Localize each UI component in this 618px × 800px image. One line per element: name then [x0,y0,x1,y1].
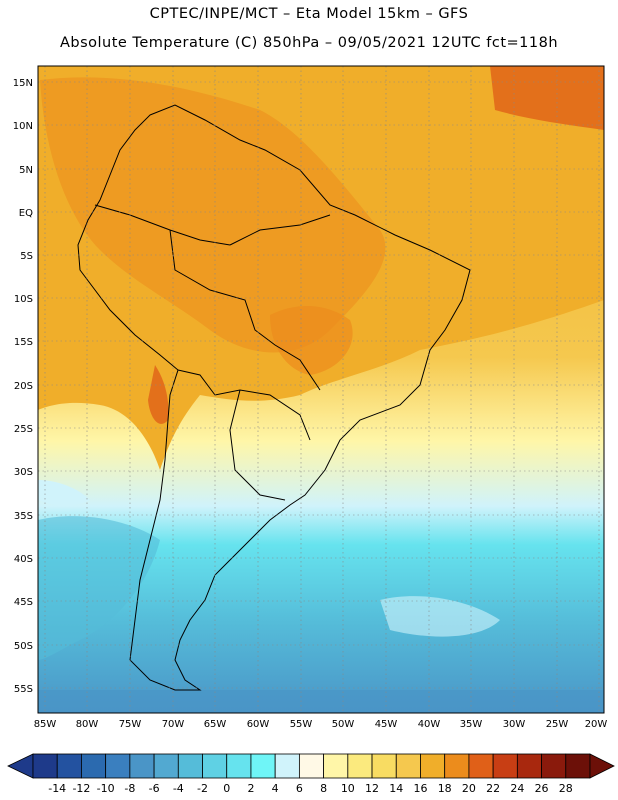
lat-label: 15N [13,78,33,89]
lat-label: 55S [14,684,33,695]
colorbar-label: 4 [272,782,279,795]
colorbar-swatch [444,753,470,779]
colorbar-label: 16 [413,782,427,795]
colorbar-label: -12 [72,782,90,795]
colorbar-swatch [32,753,58,779]
colorbar-swatch [492,753,518,779]
lat-label: 5N [19,165,33,176]
lon-label: 65W [204,719,227,730]
map-frame [37,65,605,714]
colorbar-label: -2 [197,782,208,795]
lon-label: 40W [418,719,441,730]
colorbar-swatch [298,753,325,779]
lon-label: 80W [76,719,99,730]
lon-label: 20W [585,719,608,730]
coastline [77,104,471,691]
colorbar-swatch [323,753,349,779]
colorbar-label: 10 [341,782,355,795]
colorbar-swatch [274,753,300,779]
lat-label: 10S [14,294,33,305]
longitude-labels: 85W 80W 75W 70W 65W 60W 55W 50W 45W 40W … [34,719,608,730]
colorbar-swatch [129,753,155,779]
lat-label: 10N [13,121,33,132]
colorbar-swatch [105,753,131,779]
lat-label: 5S [20,251,33,262]
colorbar-label: -14 [48,782,66,795]
lat-label: 50S [14,641,33,652]
lon-label: 55W [290,719,313,730]
colorbar-label: 22 [486,782,500,795]
lat-label: 30S [14,467,33,478]
colorbar-swatch [371,753,397,779]
colorbar-label: 28 [559,782,573,795]
lon-label: 70W [162,719,185,730]
colorbar-swatch [541,753,567,779]
colorbar-label: 24 [510,782,524,795]
colorbar-swatch [226,753,252,779]
colorbar-label: 20 [462,782,476,795]
lat-label: 20S [14,381,33,392]
colorbar-labels: -14 -12 -10 -8 -6 -4 -2 0 2 4 6 8 10 12 14 16 18 20 22 24 26… [48,782,573,795]
lat-label: EQ [19,208,33,219]
temperature-field [38,66,604,713]
map-title-line-2: Absolute Temperature (C) 850hPa – 09/05/… [59,35,559,51]
colorbar-swatch [347,753,373,779]
lon-label: 25W [546,719,569,730]
colorbar-arrow-low [7,753,34,779]
colorbar-label: 26 [535,782,549,795]
colorbar-label: -10 [97,782,115,795]
colorbar-label: 2 [247,782,254,795]
colorbar-swatch [81,753,107,779]
colorbar-swatch [395,753,421,779]
lat-label: 15S [14,337,33,348]
colorbar-arrow-high [589,753,615,779]
lon-label: 35W [460,719,483,730]
lon-label: 60W [247,719,270,730]
lon-label: 45W [375,719,398,730]
lat-label: 25S [14,424,33,435]
colorbar-swatch [153,753,179,779]
colorbar-label: 14 [389,782,403,795]
lat-label: 40S [14,554,33,565]
colorbar [7,753,615,779]
colorbar-label: -4 [173,782,184,795]
map-title-line-1: CPTEC/INPE/MCT – Eta Model 15km – GFS [149,6,469,22]
lat-label: 45S [14,597,33,608]
colorbar-label: 8 [320,782,327,795]
colorbar-label: 6 [296,782,303,795]
colorbar-label: -6 [149,782,160,795]
colorbar-label: -8 [124,782,135,795]
latitude-labels: 15N 10N 5N EQ 5S 10S 15S 20S 25S 30S 35S… [13,78,33,695]
lon-label: 30W [503,719,526,730]
colorbar-swatch [250,753,276,779]
lon-label: 85W [34,719,57,730]
colorbar-swatch [202,753,228,779]
colorbar-label: 12 [365,782,379,795]
colorbar-swatch [516,753,542,779]
colorbar-label: 0 [223,782,230,795]
colorbar-swatch [177,753,203,779]
colorbar-swatch [468,753,494,779]
colorbar-label: 18 [438,782,452,795]
lon-label: 50W [332,719,355,730]
colorbar-swatch [420,753,446,779]
colorbar-swatch [56,753,82,779]
lon-label: 75W [119,719,142,730]
lat-label: 35S [14,511,33,522]
colorbar-swatch [565,753,591,779]
